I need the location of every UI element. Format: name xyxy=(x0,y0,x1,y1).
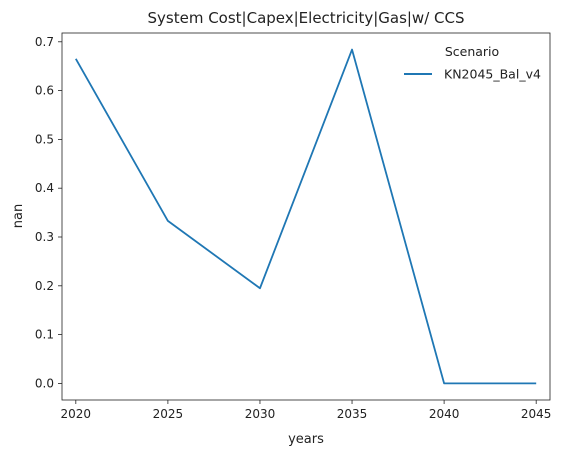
x-tick-label: 2030 xyxy=(245,407,276,421)
x-tick-label: 2045 xyxy=(521,407,552,421)
y-tick-label: 0.7 xyxy=(35,35,54,49)
x-axis-label: years xyxy=(288,432,324,447)
plot-frame xyxy=(61,32,551,401)
legend-title: Scenario xyxy=(445,44,499,59)
y-tick-label: 0.1 xyxy=(35,328,54,342)
y-tick-label: 0.6 xyxy=(35,84,54,98)
y-tick-label: 0.5 xyxy=(35,132,54,146)
y-tick-label: 0.4 xyxy=(35,181,54,195)
y-tick-label: 0.3 xyxy=(35,230,54,244)
chart-title: System Cost|Capex|Electricity|Gas|w/ CCS xyxy=(148,9,465,27)
legend: Scenario KN2045_Bal_v4 xyxy=(404,44,541,82)
plot-area xyxy=(75,48,537,385)
y-tick-label: 0.2 xyxy=(35,279,54,293)
y-tick-label: 0.0 xyxy=(35,376,54,390)
y-axis-label: nan xyxy=(11,204,26,228)
x-axis: 2020 2025 2030 2035 2040 2045 xyxy=(61,400,552,421)
x-tick-label: 2020 xyxy=(61,407,92,421)
x-tick-label: 2040 xyxy=(429,407,460,421)
x-tick-label: 2025 xyxy=(153,407,184,421)
x-tick-label: 2035 xyxy=(337,407,368,421)
y-axis: 0.0 0.1 0.2 0.3 0.4 0.5 0.6 0.7 xyxy=(35,35,62,390)
legend-entry-label: KN2045_Bal_v4 xyxy=(444,67,541,82)
series-line xyxy=(75,48,537,385)
